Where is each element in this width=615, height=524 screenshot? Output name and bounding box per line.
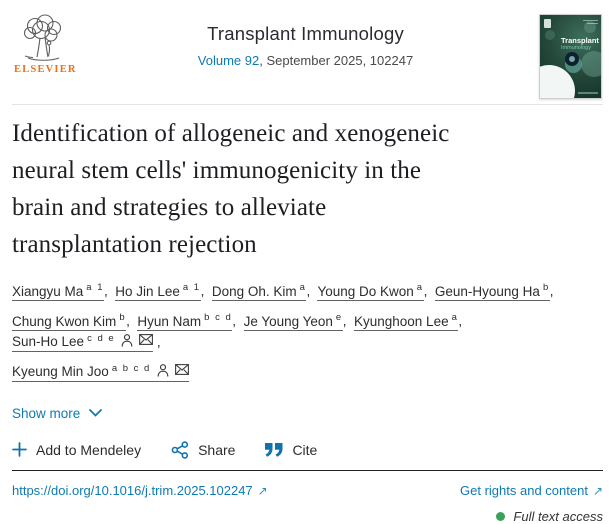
toolbar-divider [12, 469, 603, 471]
article-toolbar: Add to Mendeley Share Cite [12, 440, 603, 459]
author-contact-icons [121, 334, 154, 347]
person-icon [121, 334, 133, 347]
author-line: Chung Kwon Kim b, Hyun Nam b c d, Je Young… [12, 309, 603, 352]
volume-issue-line: Volume 92, September 2025, 102247 [72, 53, 539, 68]
journal-title-link[interactable]: Transplant Immunology [207, 23, 404, 44]
cover-decor-line [583, 20, 598, 21]
author-link[interactable]: Hyun Nam b c d [137, 312, 233, 331]
article-title: Identification of allogeneic and xenogen… [12, 120, 450, 258]
volume-link[interactable]: Volume 92 [197, 53, 260, 68]
cite-quote-icon [265, 442, 283, 457]
person-icon [157, 364, 169, 377]
links-row: https://doi.org/10.1016/j.trim.2025.1022… [12, 483, 603, 498]
author: Kyeung Min Joo a b c d [12, 363, 189, 382]
add-to-mendeley-button[interactable]: Add to Mendeley [12, 442, 141, 458]
plus-icon [12, 442, 27, 457]
doi-link[interactable]: https://doi.org/10.1016/j.trim.2025.1022… [12, 482, 268, 498]
chevron-down-icon [89, 409, 103, 417]
elsevier-logo[interactable]: ELSEVIER [14, 14, 77, 75]
access-status-dot-icon [496, 511, 506, 521]
cover-title: Transplant Immunology [561, 36, 599, 51]
envelope-icon [174, 364, 189, 375]
author: Chung Kwon Kim b, [12, 312, 134, 331]
author-link[interactable]: Kyeung Min Joo a b c d [12, 363, 189, 382]
envelope-icon [139, 334, 154, 345]
author: Kyunghoon Lee a, [354, 312, 466, 331]
article-main: Identification of allogeneic and xenogen… [0, 115, 615, 524]
author: Hyun Nam b c d, [137, 312, 239, 331]
author-link[interactable]: Ho Jin Lee a 1 [115, 282, 201, 301]
elsevier-wordmark: ELSEVIER [14, 64, 77, 75]
share-icon [171, 440, 189, 459]
access-label: Full text access [513, 508, 603, 524]
elsevier-tree-icon [14, 14, 72, 62]
author-link[interactable]: Kyunghoon Lee a [354, 312, 459, 331]
cover-soft-circle [584, 21, 596, 33]
journal-header: ELSEVIER Transplant Immunology Volume 92… [0, 0, 615, 99]
cover-emblem-dot [569, 56, 575, 62]
author-link[interactable]: Sun-Ho Lee c d e [12, 333, 154, 352]
author-link[interactable]: Je Young Yeon e [243, 312, 343, 331]
author: Young Do Kwon a, [317, 282, 431, 301]
author: Ho Jin Lee a 1, [115, 282, 208, 301]
share-button[interactable]: Share [171, 440, 235, 459]
author: Dong Oh. Kim a, [211, 282, 314, 301]
author-line: Kyeung Min Joo a b c d [12, 360, 603, 382]
cover-soft-circle [581, 51, 601, 77]
author: Sun-Ho Lee c d e , [12, 333, 161, 352]
show-more-button[interactable]: Show more [12, 406, 103, 421]
header-divider [12, 104, 603, 105]
author: Xiangyu Ma a 1, [12, 282, 112, 301]
external-link-icon: ↗ [592, 483, 603, 498]
author-contact-icons [157, 364, 189, 377]
cover-decor-line [578, 92, 598, 94]
cover-decor-line [587, 23, 598, 24]
cite-button[interactable]: Cite [265, 442, 317, 458]
author: Je Young Yeon e, [243, 312, 351, 331]
author: Geun-Hyoung Ha b, [434, 282, 557, 301]
author-link[interactable]: Xiangyu Ma a 1 [12, 282, 105, 301]
access-row: Full text access [12, 509, 603, 524]
author-link[interactable]: Dong Oh. Kim a [211, 282, 307, 301]
author-link[interactable]: Young Do Kwon a [317, 282, 424, 301]
author-link[interactable]: Geun-Hyoung Ha b [434, 282, 550, 301]
cover-mini-logo [544, 19, 551, 28]
external-link-icon: ↗ [257, 483, 268, 498]
issue-info: , September 2025, 102247 [259, 53, 414, 68]
journal-header-center: Transplant Immunology Volume 92, Septemb… [72, 14, 539, 68]
author-list: Xiangyu Ma a 1, Ho Jin Lee a 1, Dong Oh. K… [12, 279, 603, 382]
cover-soft-circle [545, 30, 555, 40]
journal-cover-thumbnail[interactable]: Transplant Immunology [539, 14, 602, 99]
rights-and-content-link[interactable]: Get rights and content ↗ [460, 482, 603, 498]
author-line: Xiangyu Ma a 1, Ho Jin Lee a 1, Dong Oh. K… [12, 279, 603, 301]
author-link[interactable]: Chung Kwon Kim b [12, 312, 127, 331]
